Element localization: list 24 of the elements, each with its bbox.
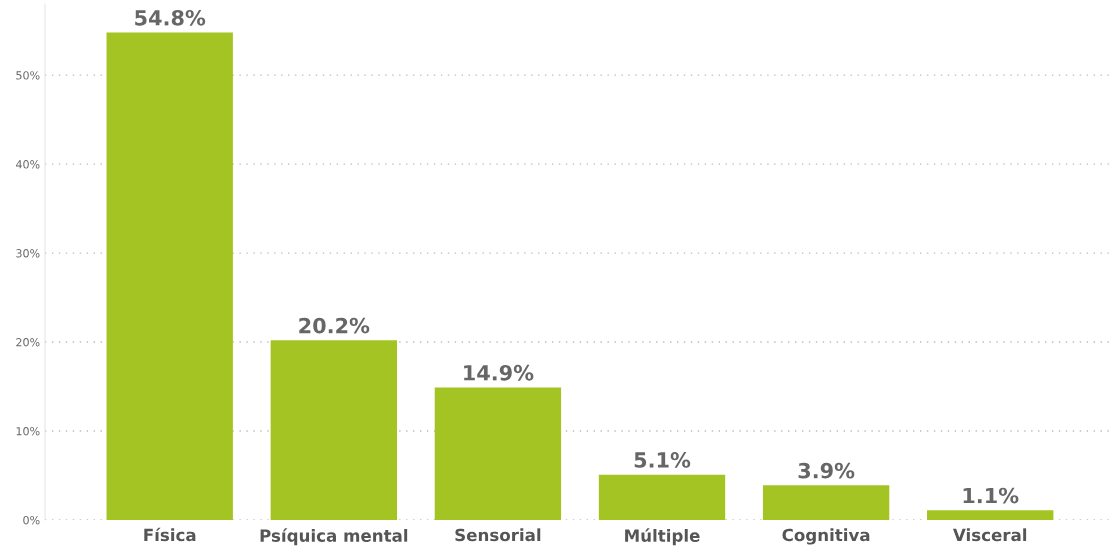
data-label: 54.8% (135, 9, 206, 26)
x-tick-label: Cognitiva (782, 528, 870, 545)
y-tick-label: 10% (16, 427, 40, 436)
data-label: 14.9% (464, 364, 534, 381)
data-label: 3.9% (798, 462, 855, 479)
y-tick-label: 20% (16, 338, 40, 347)
y-tick-label: 0% (23, 515, 40, 525)
data-label: 20.2% (299, 317, 370, 334)
bar (598, 474, 726, 520)
y-tick-label: 40% (15, 160, 40, 169)
x-tick-label: Múltiple (625, 528, 700, 546)
x-tick-label: Sensorial (455, 528, 541, 542)
y-tick-label: 30% (16, 249, 40, 258)
bar (762, 485, 890, 520)
x-tick-label: Psíquica mental (260, 528, 408, 546)
bar (270, 340, 397, 520)
data-label: 1.1% (963, 487, 1019, 504)
bar (927, 510, 1054, 520)
bar (434, 387, 562, 520)
x-tick-label: Visceral (952, 528, 1027, 542)
x-tick-label: Física (144, 527, 196, 542)
bar (106, 32, 233, 520)
y-tick-label: 50% (16, 71, 40, 80)
data-label: 5.1% (634, 452, 691, 468)
